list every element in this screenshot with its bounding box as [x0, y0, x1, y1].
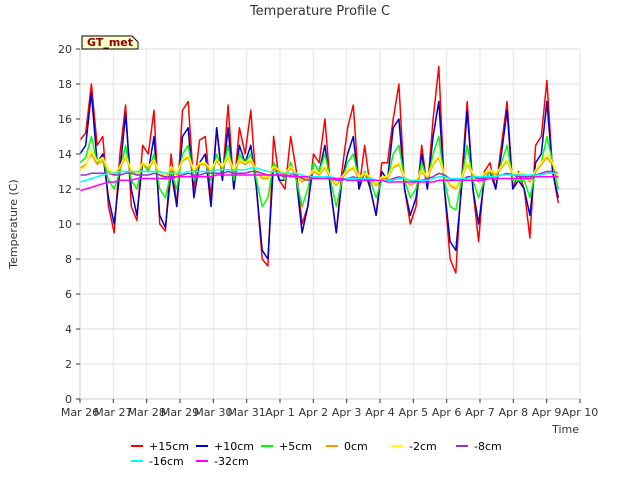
y-axis-label: Temperature (C) [7, 179, 20, 269]
x-tick-label: Mar 27 [94, 406, 132, 419]
y-tick-label: 16 [58, 113, 72, 126]
series-line-15cm [79, 65, 560, 274]
legend-label: -2cm [409, 440, 437, 453]
x-tick-label: Mar 26 [61, 406, 99, 419]
x-tick-label: Apr 3 [332, 406, 362, 419]
legend-label: +5cm [279, 440, 312, 453]
legend-label: -16cm [149, 455, 184, 468]
x-tick-label: Apr 4 [365, 406, 395, 419]
x-tick-label: Apr 8 [499, 406, 529, 419]
chart-title: Temperature Profile C [249, 4, 390, 19]
plot-area [79, 48, 581, 400]
x-tick-label: Apr 9 [532, 406, 562, 419]
y-tick-label: 18 [58, 78, 72, 91]
series-line-16cm [79, 167, 559, 183]
gt-met-badge: GT_met [81, 35, 139, 50]
series-layer [79, 65, 560, 274]
x-tick-label: Apr 1 [265, 406, 295, 419]
x-tick-label: Mar 30 [194, 406, 232, 419]
badge-shape [81, 35, 139, 50]
x-tick-label: Mar 31 [228, 406, 266, 419]
badge-text: GT_met [87, 36, 133, 49]
x-tick-label: Mar 28 [128, 406, 166, 419]
legend-label: 0cm [344, 440, 368, 453]
y-tick-label: 4 [65, 323, 72, 336]
x-tick-label: Apr 7 [465, 406, 495, 419]
y-tick-label: 6 [65, 288, 72, 301]
legend-label: -32cm [214, 455, 249, 468]
legend-label: +10cm [214, 440, 254, 453]
x-tick-label: Apr 6 [432, 406, 462, 419]
series-line-32cm [79, 174, 559, 192]
x-tick-label: Mar 29 [161, 406, 199, 419]
y-tick-label: 20 [58, 43, 72, 56]
y-tick-label: 14 [58, 148, 72, 161]
y-tick-label: 2 [65, 358, 72, 371]
y-tick-label: 10 [58, 218, 72, 231]
y-tick-label: 12 [58, 183, 72, 196]
y-tick-label: 8 [65, 253, 72, 266]
x-tick-label: Apr 5 [399, 406, 429, 419]
legend-label: +15cm [149, 440, 189, 453]
legend-label: -8cm [474, 440, 502, 453]
x-tick-label: Apr 10 [562, 406, 599, 419]
legend: +15cm +10cm +5cm 0cm -2cm -8cm -16cm -32cm [131, 440, 502, 468]
x-axis-label: Time [551, 423, 579, 436]
series-line-5cm [79, 135, 560, 211]
x-tick-label: Apr 2 [299, 406, 329, 419]
y-tick-label: 0 [65, 393, 72, 406]
